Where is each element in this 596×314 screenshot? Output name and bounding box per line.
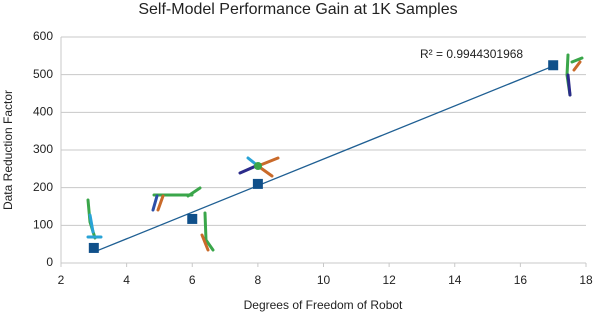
robot-icon: [86, 198, 103, 240]
y-tick-label: 500: [33, 67, 53, 81]
plot-area: [88, 60, 559, 253]
trendline: [93, 65, 554, 253]
chart-title: Self-Model Performance Gain at 1K Sample…: [138, 1, 457, 18]
x-tick-label: 14: [448, 273, 462, 287]
y-tick-label: 300: [33, 142, 53, 156]
x-tick-label: 10: [317, 273, 331, 287]
data-point: [187, 213, 198, 224]
data-point: [252, 178, 263, 189]
y-tick-label: 600: [33, 29, 53, 43]
y-tick-label: 100: [33, 218, 53, 232]
y-axis-label: Data Reduction Factor: [1, 90, 15, 210]
y-tick-label: 0: [46, 255, 53, 269]
annotation: R² = 0.9944301968: [420, 47, 523, 61]
x-tick-label: 2: [58, 273, 65, 287]
x-axis-label: Degrees of Freedom of Robot: [244, 298, 403, 312]
data-point: [548, 60, 559, 71]
x-tick-label: 12: [382, 273, 396, 287]
data-point: [88, 242, 99, 253]
robot-icon: [238, 156, 280, 178]
robot-icon: [151, 186, 215, 252]
x-tick-label: 4: [123, 273, 130, 287]
y-tick-label: 200: [33, 180, 53, 194]
robot-icon: [565, 53, 584, 97]
x-tick-label: 8: [255, 273, 262, 287]
x-tick-label: 6: [189, 273, 196, 287]
grid: [60, 36, 587, 267]
y-tick-label: 400: [33, 105, 53, 119]
x-tick-label: 18: [579, 273, 593, 287]
x-tick-label: 16: [514, 273, 528, 287]
